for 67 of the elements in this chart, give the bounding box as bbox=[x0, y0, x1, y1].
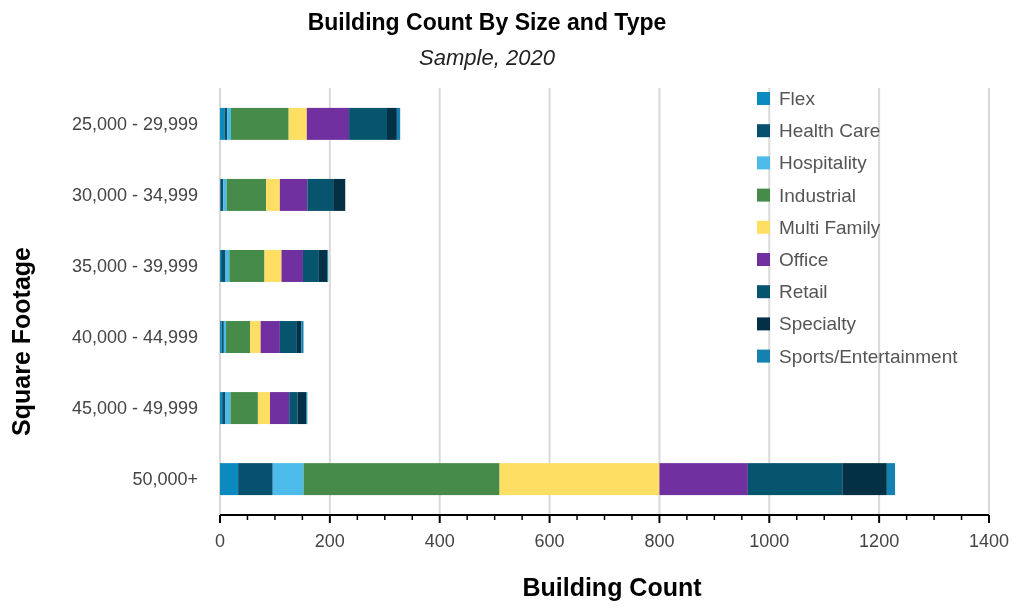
bar bbox=[307, 178, 334, 211]
bar bbox=[318, 249, 328, 282]
legend-label: Sports/Entertainment bbox=[779, 345, 959, 367]
bar bbox=[289, 392, 298, 425]
legend-label: Health Care bbox=[779, 120, 881, 142]
legend-label: Industrial bbox=[779, 184, 857, 206]
y-tick-label: 50,000+ bbox=[132, 469, 198, 490]
bar bbox=[272, 463, 304, 496]
bar bbox=[226, 321, 251, 354]
bar bbox=[296, 321, 302, 354]
bar bbox=[386, 107, 397, 140]
bar bbox=[281, 249, 303, 282]
bar bbox=[257, 392, 270, 425]
chart-subtitle: Sample, 2020 bbox=[419, 45, 556, 70]
bar bbox=[226, 178, 267, 211]
x-axis-title: Building Count bbox=[522, 573, 703, 601]
bar bbox=[301, 321, 304, 354]
legend-label: Hospitality bbox=[779, 152, 868, 174]
bar bbox=[264, 249, 282, 282]
legend-label: Multi Family bbox=[779, 216, 881, 238]
x-tick-label: 200 bbox=[314, 531, 345, 551]
bar bbox=[269, 392, 290, 425]
bar bbox=[229, 249, 265, 282]
y-tick-label: 45,000 - 49,999 bbox=[71, 398, 198, 419]
legend-label: Specialty bbox=[779, 313, 857, 335]
bar bbox=[279, 178, 308, 211]
bar bbox=[659, 463, 748, 496]
x-tick-label: 800 bbox=[644, 531, 675, 551]
bar bbox=[499, 463, 660, 496]
bar bbox=[297, 392, 307, 425]
x-tick-label: 600 bbox=[534, 531, 565, 551]
bar bbox=[279, 321, 297, 354]
bar bbox=[250, 321, 261, 354]
bar bbox=[220, 107, 225, 140]
bar bbox=[238, 463, 273, 496]
y-tick-label: 35,000 - 39,999 bbox=[71, 255, 198, 276]
bar bbox=[303, 463, 500, 496]
x-tick-label: 1200 bbox=[859, 531, 900, 551]
bar bbox=[260, 321, 280, 354]
x-tick-label: 400 bbox=[424, 531, 455, 551]
bar bbox=[266, 178, 280, 211]
bar bbox=[302, 249, 319, 282]
y-tick-label: 30,000 - 34,999 bbox=[71, 184, 198, 205]
bar bbox=[221, 249, 226, 282]
bar bbox=[225, 392, 231, 425]
x-tick-label: 1000 bbox=[749, 531, 790, 551]
bar bbox=[349, 107, 387, 140]
bar bbox=[225, 249, 230, 282]
chart-title: Building Count By Size and Type bbox=[307, 9, 667, 35]
x-tick-label: 1400 bbox=[968, 531, 1010, 551]
bar bbox=[230, 107, 289, 140]
bar bbox=[288, 107, 307, 140]
bar bbox=[220, 463, 239, 496]
x-tick-label: 0 bbox=[214, 531, 226, 551]
bar bbox=[886, 463, 896, 496]
y-tick-label: 25,000 - 29,999 bbox=[71, 113, 198, 134]
bar bbox=[396, 107, 401, 140]
legend-label: Flex bbox=[779, 88, 816, 109]
y-tick-label: 40,000 - 44,999 bbox=[71, 327, 198, 348]
bar bbox=[333, 178, 346, 211]
legend-label: Retail bbox=[779, 281, 828, 303]
bar bbox=[306, 107, 350, 140]
legend-label: Office bbox=[779, 249, 829, 270]
bar bbox=[747, 463, 843, 496]
bar bbox=[842, 463, 887, 496]
bar bbox=[230, 392, 258, 425]
y-axis-title: Square Footage bbox=[7, 246, 35, 436]
